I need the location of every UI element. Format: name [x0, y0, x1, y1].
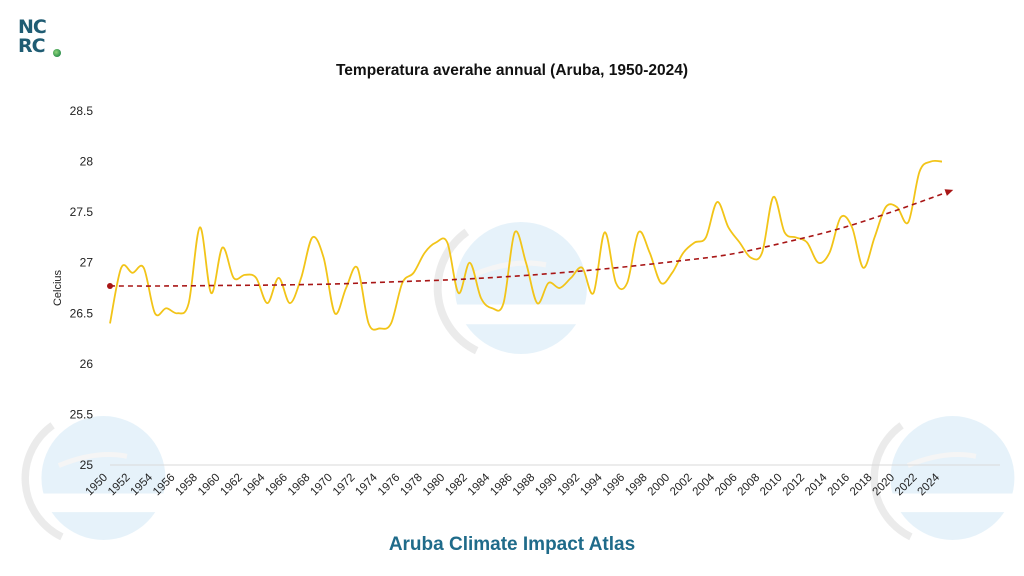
trend-arrow-head [944, 189, 954, 196]
y-tick-label: 25 [80, 458, 94, 472]
chart-title: Temperatura averahe annual (Aruba, 1950-… [335, 62, 689, 79]
x-tick-label: 1982 [443, 472, 470, 499]
logo-line-2: RC [18, 35, 46, 57]
x-tick-label: 1986 [488, 472, 515, 499]
ncrc-logo: NC RC [16, 18, 66, 62]
y-tick-label: 27 [80, 256, 94, 270]
trend-start-point [107, 282, 113, 289]
x-tick-label: 1996 [601, 472, 628, 499]
x-tick-label: 1980 [421, 472, 448, 499]
x-tick-label: 2012 [781, 472, 808, 499]
x-tick-label: 1974 [353, 471, 380, 498]
x-tick-label: 1990 [533, 472, 560, 499]
y-tick-label: 26.5 [70, 306, 94, 320]
x-tick-label: 1970 [308, 472, 335, 499]
y-tick-label: 25.5 [70, 407, 94, 421]
x-axis-ticks: 1950195219541956195819601962196419661968… [84, 471, 943, 498]
y-tick-label: 28.5 [70, 104, 94, 118]
series-group [107, 159, 954, 331]
x-tick-label: 2016 [826, 472, 853, 499]
y-axis-ticks: 25 25.5 26 26.5 27 27.5 28 28.5 [70, 104, 94, 472]
x-tick-label: 1972 [331, 472, 358, 499]
watermark-emblem-left [21, 416, 166, 541]
watermarks [21, 222, 1015, 541]
x-tick-label: 1968 [286, 472, 313, 499]
x-tick-label: 1984 [466, 471, 493, 498]
x-tick-label: 1988 [511, 472, 538, 499]
x-tick-label: 1978 [398, 472, 425, 499]
y-tick-label: 27.5 [70, 205, 94, 219]
temperature-series-line [109, 159, 943, 331]
x-tick-label: 1992 [556, 472, 583, 499]
x-tick-label: 2010 [758, 472, 785, 499]
watermark-emblem-right [870, 416, 1015, 541]
globe-icon [53, 49, 61, 57]
x-tick-label: 1994 [578, 471, 605, 498]
y-axis-label: Celcius [52, 269, 64, 306]
logo-line-1: NC [18, 16, 47, 38]
y-tick-label: 26 [80, 357, 94, 371]
x-tick-label: 2014 [803, 471, 830, 498]
atlas-title: Aruba Climate Impact Atlas [388, 534, 636, 555]
x-tick-label: 1960 [196, 472, 223, 499]
x-tick-label: 1964 [241, 471, 268, 498]
x-tick-label: 1958 [173, 472, 200, 499]
trend-line [109, 189, 954, 287]
x-tick-label: 2002 [668, 472, 695, 499]
x-tick-label: 1998 [623, 472, 650, 499]
x-tick-label: 1962 [218, 472, 245, 499]
x-tick-label: 2004 [691, 471, 718, 498]
x-tick-label: 2000 [646, 472, 673, 499]
x-tick-label: 2006 [713, 472, 740, 499]
watermark-emblem-center [433, 222, 587, 355]
x-tick-label: 2008 [736, 472, 763, 499]
x-tick-label: 1966 [263, 472, 290, 499]
y-tick-label: 28 [80, 155, 94, 169]
x-tick-label: 1976 [376, 472, 403, 499]
